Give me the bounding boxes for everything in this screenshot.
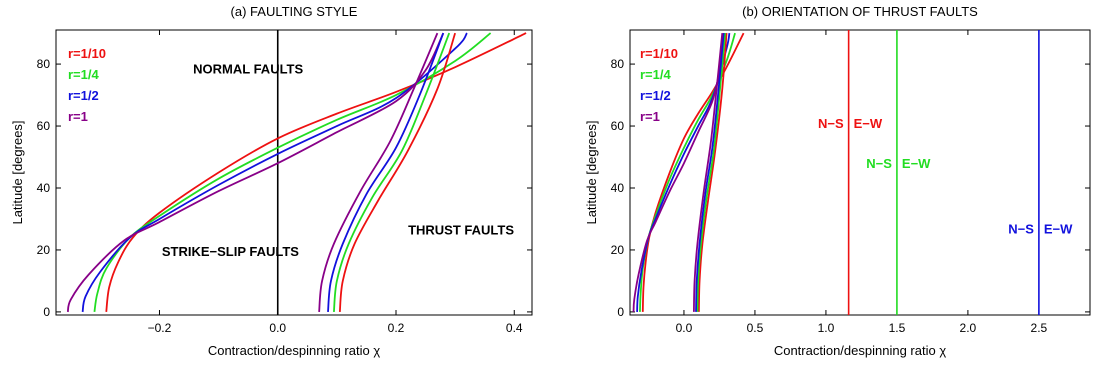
- y-tick-label: 60: [37, 119, 51, 133]
- series-curve-thrust: [338, 32, 456, 312]
- legend-entry: r=1: [68, 109, 88, 124]
- y-tick-label: 60: [611, 119, 625, 133]
- plot-frame: [629, 29, 1091, 316]
- series-curve-thrust: [695, 33, 725, 312]
- orientation-label-ns: N−S: [1008, 221, 1034, 236]
- series-curve-thrust: [327, 32, 445, 312]
- y-tick-label: 20: [37, 243, 51, 257]
- y-tick-label: 20: [611, 243, 625, 257]
- x-tick-label: 1.0: [818, 321, 835, 335]
- y-tick-label: 80: [611, 57, 625, 71]
- chart-title: (a) FAULTING STYLE: [231, 4, 358, 19]
- orientation-label-ew: E−W: [1044, 221, 1073, 236]
- plot-area: [632, 30, 1040, 315]
- plot-area: [66, 30, 527, 315]
- x-tick-label: 0.4: [506, 321, 523, 335]
- legend-entry: r=1/4: [68, 67, 99, 82]
- region-annotation: NORMAL FAULTS: [193, 61, 303, 76]
- legend-entry: r=1/10: [68, 46, 106, 61]
- series-curve-thrust: [697, 33, 728, 312]
- x-axis-label: Contraction/despinning ratio χ: [208, 343, 380, 358]
- legend-entry: r=1/2: [68, 88, 99, 103]
- x-tick-label: −0.2: [148, 321, 172, 335]
- y-axis-label: Latitude [degrees]: [584, 120, 599, 224]
- series-curve-normal: [632, 32, 725, 312]
- x-tick-label: 1.5: [889, 321, 906, 335]
- x-tick-label: 2.0: [960, 321, 977, 335]
- plot-frame: [55, 29, 533, 316]
- legend-entry: r=1/2: [640, 88, 671, 103]
- x-axis-label: Contraction/despinning ratio χ: [774, 343, 946, 358]
- x-tick-label: 0.0: [269, 321, 286, 335]
- y-tick-label: 40: [611, 181, 625, 195]
- series-curve-thrust: [692, 33, 724, 312]
- series-curve-normal: [66, 32, 445, 313]
- legend-entry: r=1/10: [640, 46, 678, 61]
- x-tick-label: 0.0: [676, 321, 693, 335]
- series-curve-thrust: [696, 33, 727, 312]
- panel-faulting-style: (a) FAULTING STYLE 0 20 40 60 80 −0.2 0.0 0.2 0.4…: [10, 4, 533, 358]
- series-curve-normal: [105, 32, 527, 313]
- legend-entry: r=1/4: [640, 67, 671, 82]
- chart-title: (b) ORIENTATION OF THRUST FAULTS: [742, 4, 978, 19]
- series-curve-thrust: [318, 32, 439, 312]
- y-tick-label: 0: [43, 305, 50, 319]
- orientation-label-ew: E−W: [854, 116, 883, 131]
- series-curve-thrust: [333, 32, 451, 312]
- y-axis-label: Latitude [degrees]: [10, 120, 25, 224]
- x-tick-label: 0.2: [388, 321, 405, 335]
- orientation-label-ns: N−S: [866, 156, 892, 171]
- orientation-label-ns: N−S: [818, 116, 844, 131]
- region-annotation: STRIKE−SLIP FAULTS: [162, 244, 299, 259]
- x-tick-label: 2.5: [1031, 321, 1048, 335]
- panel-thrust-orientation: (b) ORIENTATION OF THRUST FAULTS 0 20 40 60 8…: [584, 4, 1091, 358]
- x-tick-label: 0.5: [747, 321, 764, 335]
- y-tick-label: 80: [37, 57, 51, 71]
- y-tick-label: 0: [617, 305, 624, 319]
- region-annotation: THRUST FAULTS: [408, 222, 514, 237]
- y-tick-label: 40: [37, 181, 51, 195]
- legend-entry: r=1: [640, 109, 660, 124]
- orientation-label-ew: E−W: [902, 156, 931, 171]
